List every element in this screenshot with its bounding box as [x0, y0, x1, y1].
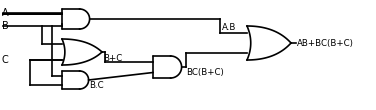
- Text: C: C: [2, 55, 9, 65]
- Text: A.B: A.B: [222, 23, 237, 32]
- Text: B: B: [2, 21, 9, 31]
- Text: B+C: B+C: [103, 54, 122, 63]
- Text: A: A: [2, 8, 9, 18]
- Text: B.C: B.C: [89, 81, 104, 90]
- Text: BC(B+C): BC(B+C): [186, 68, 224, 77]
- Text: AB+BC(B+C): AB+BC(B+C): [297, 38, 354, 48]
